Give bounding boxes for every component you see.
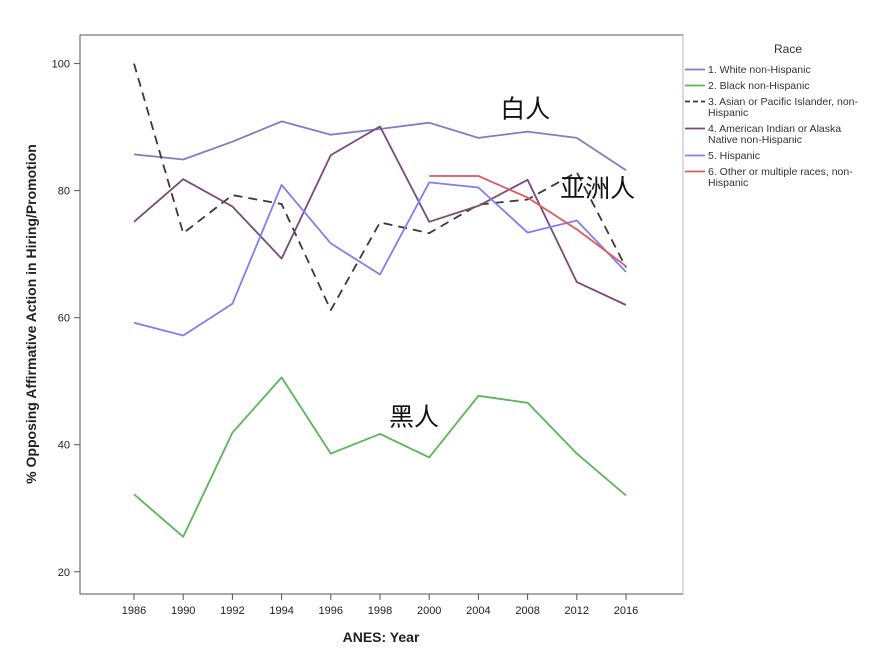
y-tick-label: 60 bbox=[58, 313, 70, 325]
legend-label: 2. Black non-Hispanic bbox=[708, 80, 810, 92]
legend: Race 1. White non-Hispanic 2. Black non-H… bbox=[685, 42, 859, 189]
annotation-label: 黑人 bbox=[389, 403, 439, 432]
series-line-1 bbox=[133, 120, 627, 172]
x-axis: 1986 1990 1992 1994 1996 1998 2000 2004 2008 2012… bbox=[122, 594, 638, 617]
annotation-label: 亚洲人 bbox=[560, 174, 635, 203]
series-line-6 bbox=[429, 175, 627, 267]
x-tick-label: 1986 bbox=[122, 605, 146, 617]
legend-title: Race bbox=[774, 42, 802, 56]
legend-label: 3. Asian or Pacific Islander, non-Hispan… bbox=[708, 96, 859, 119]
legend-label: 5. Hispanic bbox=[708, 150, 760, 162]
legend-label: 1. White non-Hispanic bbox=[708, 64, 811, 76]
plot-area-frame bbox=[79, 34, 684, 595]
x-tick-label: 2004 bbox=[466, 605, 490, 617]
series-line-3 bbox=[133, 63, 627, 312]
x-tick-label: 2016 bbox=[614, 605, 638, 617]
y-tick-label: 40 bbox=[58, 440, 70, 452]
y-axis: 20 40 60 80 100 bbox=[52, 59, 80, 579]
series-line-2 bbox=[133, 376, 627, 538]
series-line-4 bbox=[133, 125, 627, 306]
x-tick-label: 1998 bbox=[368, 605, 392, 617]
legend-label: 6. Other or multiple races, non-Hispanic bbox=[708, 166, 853, 189]
y-axis-title: % Opposing Affirmative Action in Hiring/… bbox=[23, 144, 39, 484]
x-axis-title: ANES: Year bbox=[343, 629, 420, 645]
y-tick-label: 20 bbox=[58, 567, 70, 579]
y-tick-label: 100 bbox=[52, 59, 70, 71]
x-tick-label: 2012 bbox=[565, 605, 589, 617]
x-tick-label: 2000 bbox=[417, 605, 441, 617]
x-tick-label: 1990 bbox=[171, 605, 195, 617]
annotation-label: 白人 bbox=[500, 95, 550, 124]
series-layer bbox=[133, 63, 627, 538]
series-line-5 bbox=[133, 181, 627, 337]
x-tick-label: 1996 bbox=[319, 605, 343, 617]
x-tick-label: 2008 bbox=[515, 605, 539, 617]
x-tick-label: 1994 bbox=[269, 605, 293, 617]
legend-label: 4. American Indian or Alaska Native non-H… bbox=[708, 123, 841, 146]
x-tick-label: 1992 bbox=[220, 605, 244, 617]
y-tick-label: 80 bbox=[58, 186, 70, 198]
